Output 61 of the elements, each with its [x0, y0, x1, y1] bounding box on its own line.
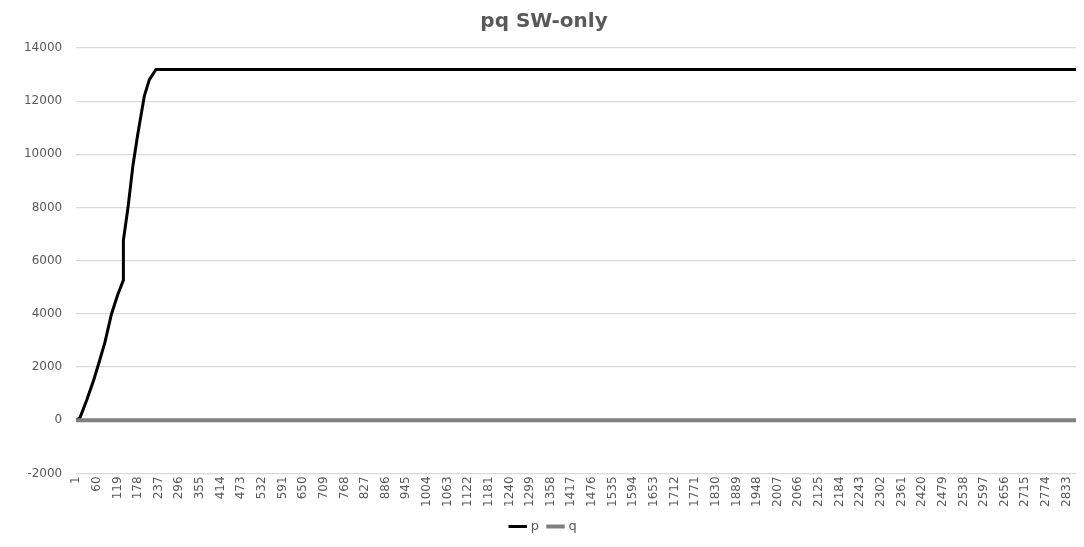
x-tick-label: 709: [315, 476, 330, 500]
x-tick-label: 650: [295, 476, 310, 500]
y-tick-label: 14000: [23, 40, 63, 55]
x-tick-label: 1948: [749, 476, 764, 508]
y-tick-label: 4000: [31, 306, 63, 321]
chart-title: pq SW-only: [480, 8, 608, 33]
x-tick-label: 2538: [955, 476, 970, 508]
x-tick-label: 1181: [480, 476, 495, 508]
y-tick-label: -2000: [27, 465, 63, 480]
x-tick-label: 532: [253, 476, 268, 500]
x-tick-label: 119: [109, 476, 124, 500]
x-tick-label: 1712: [666, 476, 681, 508]
x-tick-label: 1830: [707, 476, 722, 508]
x-tick-label: 1004: [419, 476, 434, 508]
x-tick-label: 1122: [460, 476, 475, 508]
y-tick-label: 8000: [31, 199, 63, 214]
x-tick-label: 1594: [625, 476, 640, 508]
y-tick-label: 2000: [31, 359, 63, 374]
x-tick-label: 2656: [996, 476, 1011, 508]
x-tick-label: 1299: [522, 476, 537, 508]
x-tick-label: 1417: [563, 476, 578, 508]
x-tick-label: 827: [357, 476, 372, 500]
x-tick-label: 2361: [893, 476, 908, 508]
x-tick-label: 296: [171, 476, 186, 500]
x-tick-label: 1063: [439, 476, 454, 508]
x-tick-label: 2125: [811, 476, 826, 508]
x-tick-label: 2715: [1017, 476, 1032, 508]
x-tick-label: 2420: [914, 476, 929, 508]
y-tick-label: 0: [54, 412, 63, 427]
x-tick-label: 237: [150, 476, 165, 500]
x-tick-label: 1: [68, 476, 83, 485]
x-tick-label: 2774: [1038, 476, 1053, 508]
x-tick-label: 1358: [542, 476, 557, 508]
x-tick-label: 2243: [852, 476, 867, 508]
x-tick-label: 1653: [646, 476, 661, 508]
x-tick-label: 1240: [501, 476, 516, 508]
x-tick-label: 1771: [687, 476, 702, 508]
x-tick-label: 178: [130, 476, 145, 500]
legend-label: q: [568, 517, 577, 533]
x-tick-label: 768: [336, 476, 351, 500]
x-tick-label: 2066: [790, 476, 805, 508]
x-tick-label: 1476: [584, 476, 599, 508]
x-tick-label: 2479: [934, 476, 949, 508]
y-tick-label: 12000: [23, 93, 63, 108]
legend-label: p: [530, 517, 540, 533]
x-tick-label: 1535: [604, 476, 619, 508]
x-tick-label: 886: [377, 476, 392, 500]
x-tick-label: 60: [88, 476, 103, 492]
x-tick-label: 2302: [872, 476, 887, 508]
x-tick-label: 591: [274, 476, 289, 500]
y-tick-label: 6000: [31, 252, 63, 267]
x-tick-label: 414: [212, 476, 227, 500]
x-tick-label: 945: [398, 476, 413, 500]
x-tick-label: 473: [233, 476, 248, 500]
x-tick-label: 1889: [728, 476, 743, 508]
x-tick-label: 355: [192, 476, 207, 500]
y-tick-label: 10000: [23, 146, 63, 161]
x-tick-label: 2184: [831, 476, 846, 508]
x-tick-label: 2597: [976, 476, 991, 508]
x-tick-label: 2833: [1058, 476, 1073, 508]
x-tick-label: 2007: [769, 476, 784, 508]
